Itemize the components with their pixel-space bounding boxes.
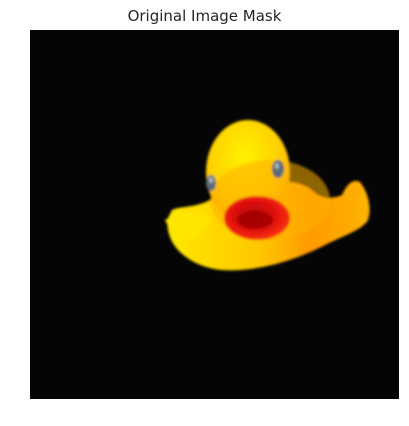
rubber-duck — [165, 120, 370, 271]
masked-image — [30, 30, 399, 399]
duck-tail — [165, 212, 210, 242]
image-panel — [30, 30, 399, 399]
duck-eye-right — [272, 160, 284, 178]
figure-title: Original Image Mask — [127, 7, 282, 25]
